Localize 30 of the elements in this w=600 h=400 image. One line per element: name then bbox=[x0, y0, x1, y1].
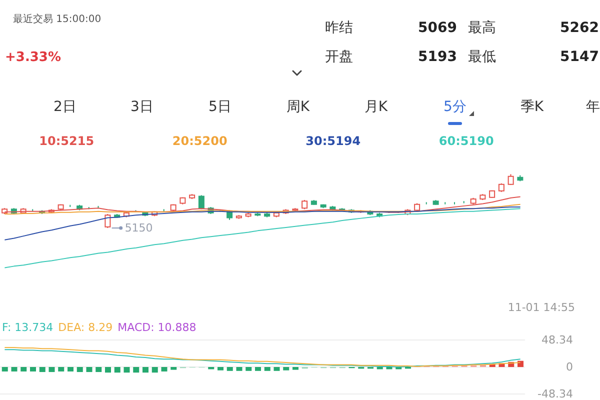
text: 20:5200 bbox=[172, 134, 228, 148]
text: 3日 bbox=[130, 98, 154, 116]
text: 最近交易 15:00:00 bbox=[13, 14, 102, 26]
y-tick-label: 48.34 bbox=[542, 334, 573, 346]
text: 30:5194 bbox=[306, 134, 361, 148]
text: 5147 bbox=[560, 48, 599, 66]
y-tick-label: -48.34 bbox=[538, 388, 573, 400]
text: 昨结 bbox=[325, 20, 353, 36]
text: 月K bbox=[364, 98, 388, 116]
text: MACD: 10.888 bbox=[118, 321, 196, 335]
text: 10:5215 bbox=[39, 134, 94, 148]
text: 开盘 bbox=[325, 48, 353, 66]
text: 5193 bbox=[418, 48, 457, 66]
annotation: 5150 bbox=[124, 221, 153, 234]
text: 年 bbox=[586, 98, 600, 116]
text: +3.33% bbox=[5, 50, 61, 66]
y-tick-label: 0 bbox=[566, 360, 573, 374]
text: 最高 bbox=[468, 20, 496, 36]
text: 2日 bbox=[54, 98, 76, 116]
text: 60:5190 bbox=[438, 134, 494, 148]
text: 11-01 14:55 bbox=[508, 301, 575, 315]
text: 季K bbox=[520, 98, 544, 116]
text: 5分 bbox=[444, 98, 466, 116]
text: 5262 bbox=[560, 20, 599, 36]
text: 5069 bbox=[418, 20, 457, 36]
text: 5日 bbox=[208, 98, 232, 116]
series-label: DEA: 8.29 bbox=[58, 321, 113, 335]
text: 周K bbox=[286, 98, 310, 116]
text: 最低 bbox=[468, 48, 496, 66]
series-label: F: 13.734 bbox=[2, 321, 54, 335]
